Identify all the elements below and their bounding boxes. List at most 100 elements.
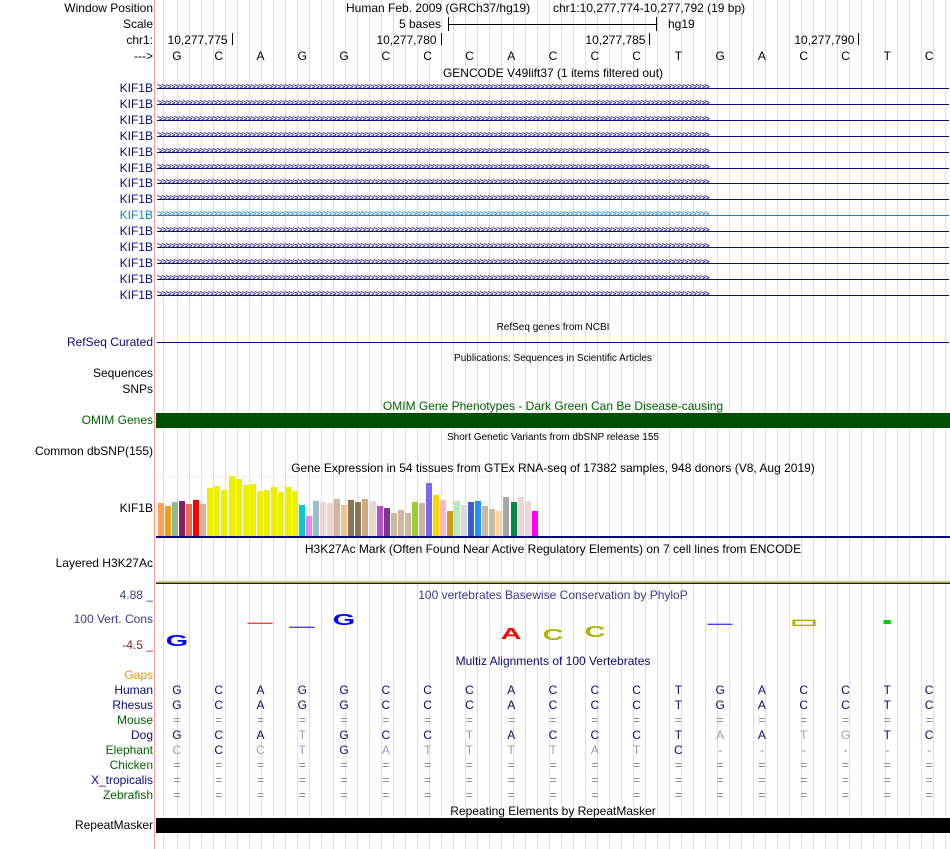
gencode-gene-label[interactable]: KIF1B: [119, 271, 153, 286]
repeatmasker-label[interactable]: RepeatMasker: [74, 818, 153, 832]
gtex-tissue-bar[interactable]: [397, 510, 404, 536]
gencode-gene-label[interactable]: KIF1B: [119, 224, 153, 239]
gencode-gene-label[interactable]: KIF1B: [119, 144, 153, 159]
phylop-title[interactable]: 100 vertebrates Basewise Conservation by…: [418, 588, 688, 602]
gtex-tissue-bar[interactable]: [299, 505, 305, 536]
gtex-tissue-bar[interactable]: [489, 509, 496, 536]
species-label[interactable]: X_tropicalis: [90, 773, 153, 787]
omim-title[interactable]: OMIM Gene Phenotypes - Dark Green Can Be…: [382, 399, 724, 413]
gencode-gene-label[interactable]: KIF1B: [119, 192, 153, 207]
repeatmasker-title[interactable]: Repeating Elements by RepeatMasker: [450, 804, 656, 818]
gtex-tissue-bar[interactable]: [256, 491, 263, 536]
gtex-tissue-bar[interactable]: [461, 505, 468, 536]
gene-line[interactable]: [157, 119, 949, 121]
gene-line[interactable]: [157, 199, 949, 201]
gtex-tissue-bar[interactable]: [510, 502, 517, 536]
gtex-tissue-bar[interactable]: [235, 479, 242, 536]
gtex-tissue-bar[interactable]: [214, 486, 221, 536]
gene-line[interactable]: [157, 135, 949, 137]
gtex-tissue-bar[interactable]: [306, 516, 313, 536]
repeatmasker-bar[interactable]: [156, 818, 950, 833]
gtex-tissue-bar[interactable]: [432, 495, 439, 536]
gencode-title[interactable]: GENCODE V49lift37 (1 items filtered out): [442, 66, 664, 80]
gene-line[interactable]: [157, 294, 949, 296]
gtex-tissue-bar[interactable]: [355, 502, 362, 536]
gtex-tissue-bar[interactable]: [320, 502, 327, 536]
species-label[interactable]: Mouse: [116, 713, 153, 727]
gtex-tissue-bar[interactable]: [228, 476, 235, 536]
omim-gene-bar[interactable]: [156, 413, 950, 428]
gene-line[interactable]: [157, 183, 949, 185]
gencode-gene-label[interactable]: KIF1B: [119, 128, 153, 143]
species-label[interactable]: Chicken: [109, 758, 153, 772]
gtex-tissue-bar[interactable]: [186, 504, 193, 536]
gtex-tissue-bar[interactable]: [341, 505, 348, 536]
gtex-tissue-bar[interactable]: [425, 483, 432, 536]
gtex-tissue-bar[interactable]: [313, 501, 320, 536]
gene-line[interactable]: [157, 88, 949, 89]
h3k27ac-title[interactable]: H3K27Ac Mark (Often Found Near Active Re…: [304, 542, 802, 556]
species-label[interactable]: Elephant: [105, 743, 153, 757]
gtex-tissue-bar[interactable]: [517, 497, 524, 536]
species-label[interactable]: Rhesus: [112, 698, 153, 712]
gene-line[interactable]: [157, 167, 949, 169]
gencode-gene-label[interactable]: KIF1B: [119, 81, 153, 95]
gtex-tissue-bar[interactable]: [369, 501, 376, 536]
gtex-tissue-bar[interactable]: [468, 502, 475, 536]
gencode-gene-label[interactable]: KIF1B: [119, 160, 153, 175]
dbsnp-title[interactable]: Short Genetic Variants from dbSNP releas…: [447, 432, 659, 443]
gene-line[interactable]: [157, 151, 949, 153]
gtex-tissue-bar[interactable]: [221, 490, 228, 536]
gtex-tissue-bar[interactable]: [390, 513, 397, 536]
gtex-tissue-bar[interactable]: [454, 501, 461, 536]
gtex-tissue-bar[interactable]: [496, 511, 503, 536]
gtex-tissue-bar[interactable]: [165, 506, 172, 536]
gene-line[interactable]: [157, 247, 949, 248]
species-label[interactable]: Dog: [130, 728, 153, 742]
gencode-gene-label[interactable]: KIF1B: [119, 96, 153, 111]
publications-sequences-label[interactable]: Sequences: [92, 366, 153, 380]
gene-line[interactable]: [157, 278, 949, 280]
phylop-label[interactable]: 100 Vert. Cons: [73, 612, 153, 626]
gtex-tissue-bar[interactable]: [418, 503, 425, 536]
gtex-tissue-bar[interactable]: [404, 513, 411, 536]
gene-line[interactable]: [157, 215, 949, 217]
gtex-tissue-bar[interactable]: [291, 491, 298, 536]
gtex-tissue-bar[interactable]: [158, 503, 164, 536]
gtex-tissue-bar[interactable]: [284, 487, 291, 536]
publications-snps-label[interactable]: SNPs: [122, 382, 153, 396]
refseq-title[interactable]: RefSeq genes from NCBI: [496, 322, 610, 333]
gtex-gene-label[interactable]: KIF1B: [119, 501, 153, 515]
gtex-tissue-bar[interactable]: [172, 502, 179, 536]
gencode-gene-label[interactable]: KIF1B: [119, 176, 153, 191]
h3k27ac-label[interactable]: Layered H3K27Ac: [55, 556, 153, 570]
gtex-tissue-bar[interactable]: [411, 502, 418, 536]
gtex-tissue-bar[interactable]: [447, 511, 454, 536]
gtex-tissue-bar[interactable]: [475, 501, 482, 536]
gtex-tissue-bar[interactable]: [200, 504, 207, 536]
gtex-tissue-bar[interactable]: [440, 500, 446, 536]
gtex-tissue-bar[interactable]: [524, 501, 531, 536]
gtex-tissue-bar[interactable]: [277, 492, 284, 536]
gencode-gene-label[interactable]: KIF1B: [119, 208, 153, 223]
dbsnp-label[interactable]: Common dbSNP(155): [34, 444, 153, 458]
gene-line[interactable]: [157, 231, 949, 233]
gtex-tissue-bar[interactable]: [531, 511, 538, 536]
gencode-gene-label[interactable]: KIF1B: [119, 240, 153, 254]
gencode-gene-label[interactable]: KIF1B: [119, 287, 153, 302]
gtex-tissue-bar[interactable]: [503, 497, 510, 536]
gtex-tissue-bar[interactable]: [327, 503, 334, 536]
gtex-tissue-bar[interactable]: [334, 499, 341, 536]
gtex-tissue-bar[interactable]: [270, 487, 277, 536]
gtex-tissue-bar[interactable]: [193, 500, 200, 536]
gtex-tissue-bar[interactable]: [376, 506, 383, 536]
gtex-tissue-bar[interactable]: [207, 488, 214, 536]
omim-label[interactable]: OMIM Genes: [81, 413, 153, 427]
gtex-tissue-bar[interactable]: [348, 500, 355, 536]
species-label[interactable]: Human: [114, 683, 153, 697]
gtex-tissue-bar[interactable]: [362, 499, 369, 536]
multiz-title[interactable]: Multiz Alignments of 100 Vertebrates: [455, 654, 651, 668]
gtex-tissue-bar[interactable]: [383, 508, 390, 536]
gtex-tissue-bar[interactable]: [482, 506, 489, 536]
species-label[interactable]: Zebrafish: [102, 788, 153, 802]
